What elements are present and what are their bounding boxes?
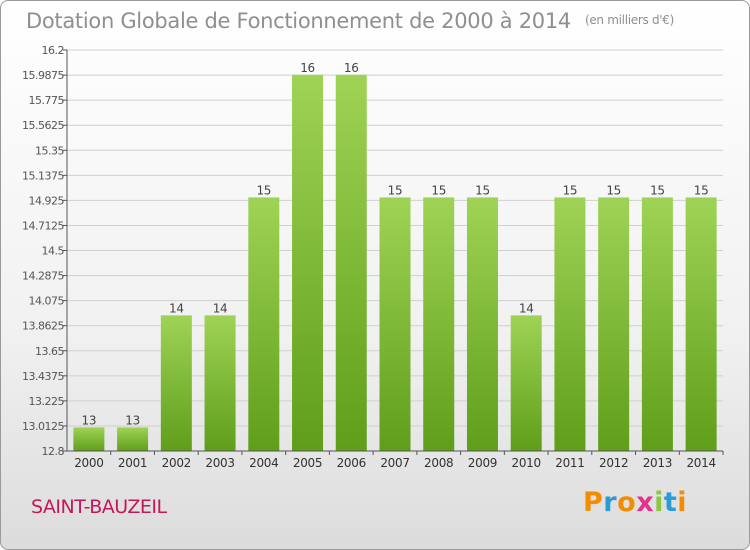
x-tick-label-2013: 2013	[643, 456, 672, 470]
data-label-2002: 14	[169, 301, 184, 315]
x-tick-label-2002: 2002	[162, 456, 191, 470]
y-tick-labels: 12.8 13.0125 13.225 13.4375 13.65 13.8625 14.0…	[22, 44, 67, 458]
y-tick-label: 14.925	[29, 194, 65, 207]
y-tick-label: 14.2875	[22, 270, 64, 283]
bar-2010	[510, 315, 542, 451]
y-tick-label: 15.1375	[22, 169, 64, 182]
x-tick-label-2014: 2014	[686, 456, 715, 470]
bar-2001	[117, 427, 149, 451]
logo-letter: t	[663, 487, 678, 518]
x-tick-label-2006: 2006	[337, 456, 366, 470]
data-label-2012: 15	[606, 183, 621, 197]
y-tick-label: 15.35	[35, 144, 64, 157]
data-label-2008: 15	[431, 183, 446, 197]
logo-letter: P	[583, 487, 604, 518]
bar-2002	[160, 315, 192, 451]
x-tick-label-2005: 2005	[293, 456, 322, 470]
bar-2005	[292, 74, 324, 452]
unit-label: (en milliers d'€)	[584, 13, 674, 27]
proxiti-logo[interactable]: Proxiti	[583, 487, 687, 518]
data-label-2009: 15	[475, 183, 490, 197]
x-tick-label-2007: 2007	[380, 456, 409, 470]
data-label-2006: 16	[344, 61, 359, 75]
bar-2014	[685, 197, 717, 451]
data-label-2004: 15	[256, 183, 271, 197]
data-labels: 13 13 14 14 15 16 16 15 15 15 14 15 15 15 15	[82, 61, 709, 428]
y-tick-label: 13.8625	[22, 320, 64, 333]
y-tick-label: 14.075	[29, 295, 65, 308]
bar-2009	[466, 197, 498, 451]
y-tick-label: 15.775	[29, 94, 65, 107]
x-tick-label-2008: 2008	[424, 456, 453, 470]
y-tick-label: 16.2	[42, 44, 65, 57]
data-label-2003: 14	[213, 301, 228, 315]
x-tick-label-2000: 2000	[74, 456, 103, 470]
data-label-2011: 15	[563, 183, 578, 197]
x-tick-label-2001: 2001	[118, 456, 147, 470]
chart-title-text: Dotation Globale de Fonctionnement de 20…	[26, 9, 571, 33]
bar-2004	[248, 197, 280, 451]
y-tick-label: 15.5625	[22, 119, 64, 132]
logo-letter: o	[617, 487, 637, 518]
x-tick-label-2009: 2009	[468, 456, 497, 470]
y-tick-label: 13.65	[35, 345, 64, 358]
bar-2012	[598, 197, 630, 451]
data-label-2005: 16	[300, 61, 315, 75]
data-label-2014: 15	[694, 183, 709, 197]
bar-2000	[73, 427, 105, 451]
bar-2013	[641, 197, 673, 451]
bar-2008	[423, 197, 455, 451]
bars	[73, 74, 717, 452]
data-label-2010: 14	[519, 301, 534, 315]
bar-2011	[554, 197, 586, 451]
x-tick-labels: 2000 2001 2002 2003 2004 2005 2006 2007 2008 2009…	[74, 451, 724, 470]
x-tick-label-2012: 2012	[599, 456, 628, 470]
data-label-2013: 15	[650, 183, 665, 197]
logo-letter: i	[677, 487, 688, 518]
y-tick-label: 15.9875	[22, 69, 64, 82]
logo-letter: i	[654, 487, 664, 518]
logo-letter: x	[636, 487, 655, 518]
y-tick-label: 14.5	[42, 245, 65, 258]
y-tick-label: 14.7125	[22, 219, 64, 232]
data-label-2000: 13	[82, 413, 97, 427]
y-tick-label: 13.4375	[22, 370, 64, 383]
bar-2007	[379, 197, 411, 451]
chart-title: Dotation Globale de Fonctionnement de 20…	[26, 9, 674, 33]
commune-name: SAINT-BAUZEIL	[31, 496, 167, 518]
y-tick-label: 13.225	[29, 395, 65, 408]
x-tick-label-2010: 2010	[512, 456, 541, 470]
y-tick-label: 13.0125	[22, 420, 64, 433]
x-tick-label-2011: 2011	[555, 456, 584, 470]
logo-letter: r	[603, 487, 618, 518]
bar-2006	[335, 74, 367, 452]
data-label-2007: 15	[388, 183, 403, 197]
x-tick-label-2004: 2004	[249, 456, 278, 470]
y-tick-label: 12.8	[42, 445, 65, 458]
data-label-2001: 13	[125, 413, 140, 427]
bar-2003	[204, 315, 236, 451]
x-tick-label-2003: 2003	[205, 456, 234, 470]
